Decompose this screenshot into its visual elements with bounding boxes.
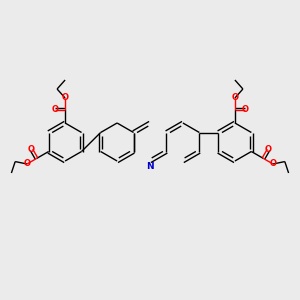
Text: O: O	[242, 104, 248, 113]
Text: O: O	[269, 160, 277, 169]
Text: N: N	[146, 162, 154, 171]
Text: O: O	[265, 145, 272, 154]
Text: O: O	[23, 160, 31, 169]
Text: O: O	[52, 104, 58, 113]
Text: O: O	[61, 94, 69, 103]
Text: O: O	[28, 145, 35, 154]
Text: O: O	[231, 94, 239, 103]
